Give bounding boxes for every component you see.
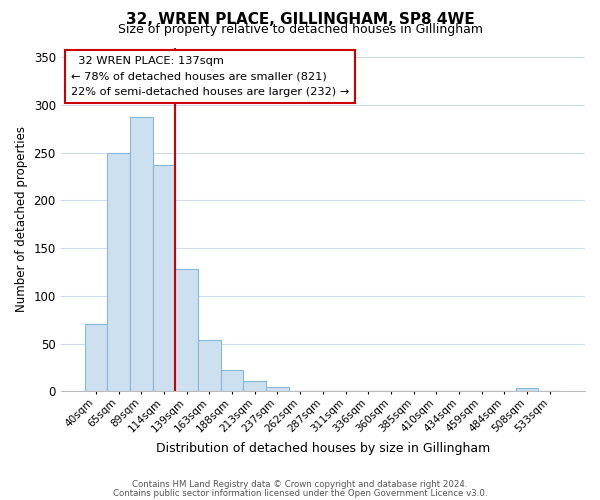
- Bar: [198, 340, 221, 392]
- Text: Contains HM Land Registry data © Crown copyright and database right 2024.: Contains HM Land Registry data © Crown c…: [132, 480, 468, 489]
- Bar: [175, 269, 198, 392]
- Bar: [107, 152, 130, 392]
- Bar: [516, 388, 538, 392]
- Text: 32 WREN PLACE: 137sqm
← 78% of detached houses are smaller (821)
22% of semi-det: 32 WREN PLACE: 137sqm ← 78% of detached …: [71, 56, 349, 98]
- X-axis label: Distribution of detached houses by size in Gillingham: Distribution of detached houses by size …: [156, 442, 490, 455]
- Text: Size of property relative to detached houses in Gillingham: Size of property relative to detached ho…: [118, 24, 482, 36]
- Text: 32, WREN PLACE, GILLINGHAM, SP8 4WE: 32, WREN PLACE, GILLINGHAM, SP8 4WE: [125, 12, 475, 28]
- Bar: [244, 380, 266, 392]
- Bar: [130, 117, 152, 392]
- Text: Contains public sector information licensed under the Open Government Licence v3: Contains public sector information licen…: [113, 488, 487, 498]
- Y-axis label: Number of detached properties: Number of detached properties: [15, 126, 28, 312]
- Bar: [266, 388, 289, 392]
- Bar: [85, 324, 107, 392]
- Bar: [221, 370, 244, 392]
- Bar: [152, 165, 175, 392]
